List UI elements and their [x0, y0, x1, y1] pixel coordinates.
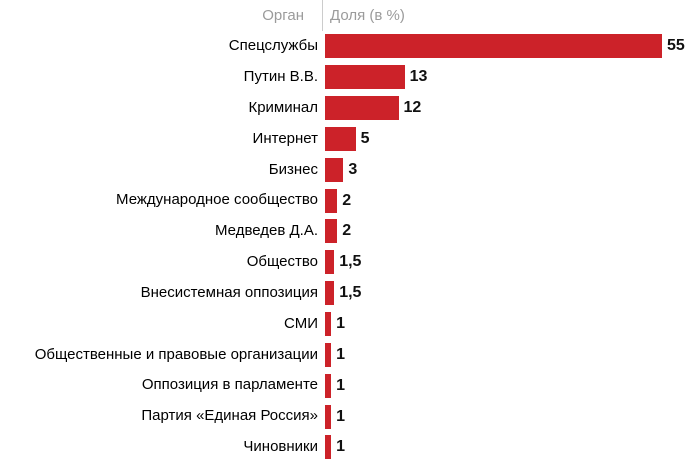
category-label: Внесистемная оппозиция — [140, 283, 318, 301]
bar — [325, 126, 356, 151]
bar — [325, 96, 399, 121]
value-label: 1 — [336, 315, 346, 333]
chart-row: Бизнес 3 — [0, 154, 700, 185]
category-label: Оппозиция в парламенте — [141, 376, 318, 394]
chart-row: Внесистемная оппозиция 1,5 — [0, 278, 700, 309]
bar-area: 1 — [318, 435, 700, 460]
bar — [325, 34, 662, 59]
category-label: Путин В.В. — [243, 68, 318, 86]
bar-area: 1,5 — [318, 281, 700, 306]
bar — [325, 373, 332, 398]
bar — [325, 281, 335, 306]
category-label: Криминал — [248, 98, 318, 116]
chart-row: Чиновники 1 — [0, 432, 700, 463]
chart-row: Криминал 12 — [0, 93, 700, 124]
chart-row: Спецслужбы 55 — [0, 31, 700, 62]
category-label: Спецслужбы — [228, 37, 318, 55]
category-label: Чиновники — [243, 438, 318, 456]
category-label: Партия «Единая Россия» — [141, 407, 318, 425]
bar — [325, 250, 335, 275]
value-label: 1 — [336, 376, 346, 394]
category-label: Международное сообщество — [116, 191, 318, 209]
bar — [325, 219, 338, 244]
chart-row: Медведев Д.А. 2 — [0, 216, 700, 247]
column-header-share: Доля (в %) — [330, 7, 405, 24]
bar-area: 12 — [318, 96, 700, 121]
bar — [325, 312, 332, 337]
bar-area: 1 — [318, 312, 700, 337]
bar — [325, 65, 405, 90]
bar — [325, 404, 332, 429]
chart-row: Путин В.В. 13 — [0, 62, 700, 93]
value-label: 1 — [336, 345, 346, 363]
chart-row: Оппозиция в парламенте 1 — [0, 370, 700, 401]
category-label: Медведев Д.А. — [215, 222, 318, 240]
chart-row: Международное сообщество 2 — [0, 185, 700, 216]
category-label: Интернет — [252, 129, 318, 147]
chart-row: Общественные и правовые организации 1 — [0, 339, 700, 370]
bar-area: 55 — [318, 34, 700, 59]
bar-area: 1 — [318, 342, 700, 367]
value-label: 1 — [336, 438, 346, 456]
category-label: Общественные и правовые организации — [34, 345, 318, 363]
bar — [325, 342, 332, 367]
value-label: 12 — [403, 99, 422, 117]
chart-row: Партия «Единая Россия» 1 — [0, 401, 700, 432]
value-label: 2 — [342, 191, 352, 209]
category-label: Бизнес — [268, 160, 318, 178]
bar — [325, 157, 344, 182]
value-label: 3 — [348, 160, 358, 178]
category-label: СМИ — [284, 314, 318, 332]
bar-area: 2 — [318, 219, 700, 244]
chart-row: СМИ 1 — [0, 309, 700, 340]
column-header-organ: Орган — [262, 7, 304, 24]
bar — [325, 435, 332, 460]
header-divider — [322, 0, 323, 31]
chart-header: Орган Доля (в %) — [0, 0, 700, 31]
bar-area: 13 — [318, 65, 700, 90]
value-label: 13 — [409, 68, 428, 86]
chart-row: Общество 1,5 — [0, 247, 700, 278]
category-label: Общество — [246, 253, 318, 271]
chart-row: Интернет 5 — [0, 124, 700, 155]
chart-rows: Спецслужбы 55 Путин В.В. 13 Криминал 12 Интерн… — [0, 31, 700, 463]
bar-area: 2 — [318, 188, 700, 213]
bar-area: 1,5 — [318, 250, 700, 275]
value-label: 2 — [342, 222, 352, 240]
bar-area: 1 — [318, 404, 700, 429]
value-label: 55 — [667, 37, 685, 55]
bar-area: 3 — [318, 157, 700, 182]
bar-area: 5 — [318, 126, 700, 151]
bar — [325, 188, 338, 213]
bar-area: 1 — [318, 373, 700, 398]
value-label: 1,5 — [339, 284, 362, 302]
value-label: 1,5 — [339, 253, 362, 271]
value-label: 5 — [360, 129, 370, 147]
value-label: 1 — [336, 407, 346, 425]
